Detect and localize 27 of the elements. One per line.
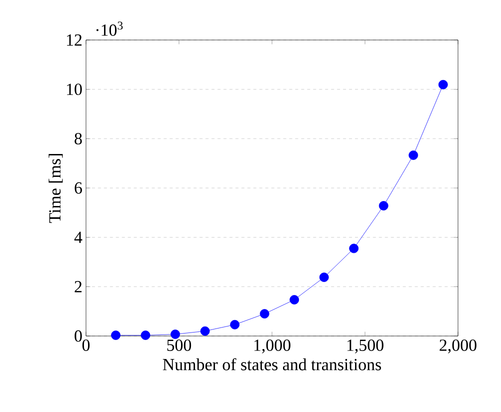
point: [290, 295, 300, 304]
point: [200, 326, 210, 336]
x-tick-label: 500: [167, 340, 192, 351]
x-axis-title: Number of states and transitions: [162, 358, 382, 370]
y-tick-label: 12: [67, 34, 82, 46]
y-tick-label: 10: [67, 84, 82, 96]
point: [260, 309, 270, 318]
x-tick-label: 1,000: [254, 340, 290, 354]
y-tick-label: 8: [74, 132, 82, 144]
point: [319, 272, 329, 282]
y-tick-label: 0: [74, 330, 82, 342]
point: [230, 320, 240, 330]
x-tick-label: 0: [82, 340, 90, 351]
x-tick-label: 1,500: [347, 340, 384, 354]
y-tick-label: 6: [74, 182, 82, 194]
y-axis-title: Time [ms]: [48, 154, 63, 223]
point: [349, 244, 359, 254]
point: [408, 150, 418, 160]
y-tick-label: 4: [74, 232, 82, 243]
point: [438, 80, 448, 90]
y-tick-label: 2: [74, 281, 82, 292]
point: [140, 330, 150, 340]
point: [170, 330, 180, 339]
point: [111, 330, 120, 340]
x-tick-label: 2,000: [440, 340, 476, 354]
point: [378, 201, 388, 210]
text: ·10$^{3}$: [96, 22, 123, 36]
